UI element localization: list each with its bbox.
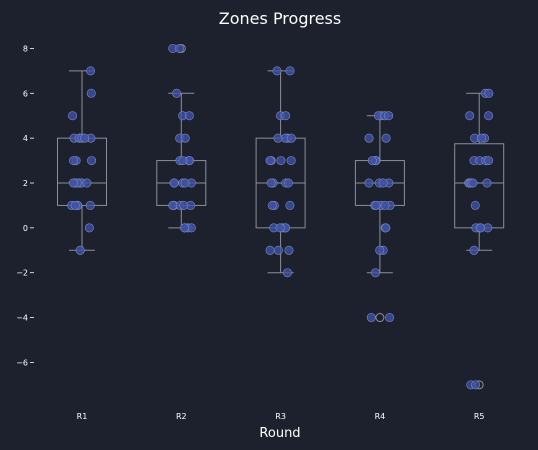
y-tick-label: −4 bbox=[16, 314, 28, 323]
y-tick-label: 8 bbox=[23, 44, 28, 53]
chart-title: Zones Progress bbox=[219, 9, 341, 28]
data-point bbox=[364, 178, 374, 188]
data-point bbox=[272, 66, 282, 76]
data-point bbox=[367, 156, 377, 166]
data-point bbox=[384, 111, 394, 121]
data-point bbox=[70, 200, 80, 210]
data-point bbox=[85, 200, 95, 210]
data-point bbox=[84, 223, 94, 233]
data-point bbox=[180, 133, 190, 143]
data-point bbox=[465, 111, 475, 121]
data-point bbox=[469, 245, 479, 255]
x-axis: R1 R2 R3 R4 R5 bbox=[77, 412, 485, 421]
x-tick-label: R4 bbox=[375, 412, 386, 421]
data-point bbox=[375, 245, 385, 255]
data-points bbox=[67, 43, 494, 390]
data-point bbox=[179, 200, 189, 210]
data-point bbox=[178, 156, 188, 166]
data-point bbox=[69, 156, 79, 166]
data-point bbox=[273, 245, 283, 255]
data-point bbox=[68, 111, 78, 121]
data-point bbox=[180, 178, 190, 188]
data-point bbox=[80, 133, 90, 143]
x-tick-label: R3 bbox=[275, 412, 286, 421]
data-point bbox=[381, 223, 391, 233]
data-point bbox=[285, 66, 295, 76]
data-point bbox=[86, 88, 96, 98]
box-plots bbox=[57, 43, 505, 390]
data-point bbox=[381, 133, 391, 143]
data-point bbox=[283, 178, 293, 188]
data-point bbox=[86, 66, 96, 76]
data-point bbox=[266, 178, 276, 188]
data-point bbox=[282, 268, 292, 278]
data-point bbox=[75, 245, 85, 255]
data-point bbox=[265, 156, 275, 166]
x-tick-label: R5 bbox=[474, 412, 485, 421]
data-point bbox=[82, 178, 92, 188]
data-point bbox=[281, 111, 291, 121]
data-point bbox=[267, 200, 277, 210]
data-point bbox=[273, 133, 283, 143]
data-point bbox=[471, 380, 481, 390]
data-point bbox=[482, 178, 492, 188]
data-point bbox=[378, 178, 388, 188]
data-point bbox=[172, 88, 182, 98]
data-point bbox=[175, 43, 185, 53]
data-point bbox=[275, 223, 285, 233]
data-point bbox=[385, 313, 395, 323]
y-tick-label: 6 bbox=[23, 89, 28, 98]
y-tick-label: −6 bbox=[16, 358, 28, 367]
data-point bbox=[370, 268, 380, 278]
y-tick-label: 2 bbox=[23, 179, 28, 188]
data-point bbox=[371, 200, 381, 210]
data-point bbox=[169, 178, 179, 188]
data-point bbox=[364, 133, 374, 143]
data-point bbox=[380, 200, 390, 210]
data-point bbox=[484, 88, 494, 98]
data-point bbox=[484, 111, 494, 121]
data-point bbox=[476, 223, 486, 233]
data-point bbox=[180, 223, 190, 233]
data-point bbox=[484, 156, 494, 166]
y-axis: −6 −4 −2 0 2 4 6 8 bbox=[16, 44, 34, 367]
data-point bbox=[470, 200, 480, 210]
data-point bbox=[276, 156, 286, 166]
data-point bbox=[285, 200, 295, 210]
data-point bbox=[87, 156, 97, 166]
data-point bbox=[265, 245, 275, 255]
x-axis-label: Round bbox=[259, 426, 300, 441]
data-point bbox=[284, 245, 294, 255]
y-tick-label: 4 bbox=[23, 134, 28, 143]
data-point bbox=[68, 178, 78, 188]
data-point bbox=[366, 313, 376, 323]
data-point bbox=[286, 156, 296, 166]
data-point bbox=[468, 178, 478, 188]
box-iqr bbox=[57, 137, 107, 206]
outlier-marker bbox=[375, 313, 385, 323]
data-point bbox=[184, 111, 194, 121]
x-tick-label: R2 bbox=[176, 412, 187, 421]
data-point bbox=[476, 133, 486, 143]
x-tick-label: R1 bbox=[77, 412, 88, 421]
data-point bbox=[286, 133, 296, 143]
y-tick-label: 0 bbox=[23, 224, 28, 233]
y-tick-label: −2 bbox=[16, 269, 28, 278]
